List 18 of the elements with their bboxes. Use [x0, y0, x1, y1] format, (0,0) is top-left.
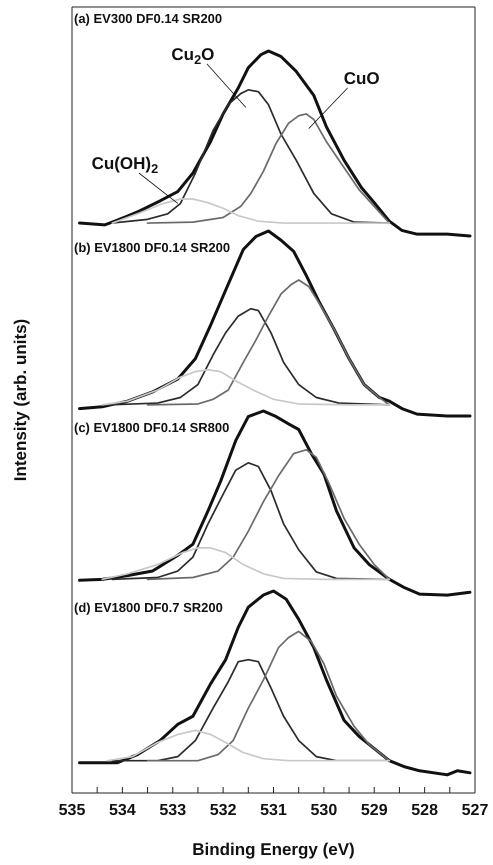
x-axis-title: Binding Energy (eV)	[192, 840, 355, 859]
x-tick-label: 533	[159, 802, 186, 820]
x-tick-label: 527	[462, 802, 488, 820]
text: CuO	[344, 68, 380, 88]
text: (c) EV1800 DF0.14 SR800	[74, 420, 230, 435]
x-tick-label: 532	[210, 802, 237, 820]
text: Cu$_{2}$O	[171, 44, 214, 67]
x-tick-label: 531	[260, 802, 287, 820]
chart-title: (a) EV300 DF0.14 SR200	[74, 11, 222, 26]
x-tick-label: 529	[360, 802, 388, 820]
series-label: Cu(OH)$_{2}$	[92, 154, 158, 176]
x-tick-label: 535	[58, 802, 86, 820]
text: (d) EV1800 DF0.7 SR200	[74, 600, 223, 615]
x-tick-label: 530	[310, 802, 338, 820]
text: (b) EV1800 DF0.14 SR200	[74, 240, 230, 255]
y-axis-title: Intensity (arb. units)	[11, 318, 30, 482]
x-tick-label: 528	[411, 802, 438, 820]
x-tick-label: 534	[109, 802, 136, 820]
